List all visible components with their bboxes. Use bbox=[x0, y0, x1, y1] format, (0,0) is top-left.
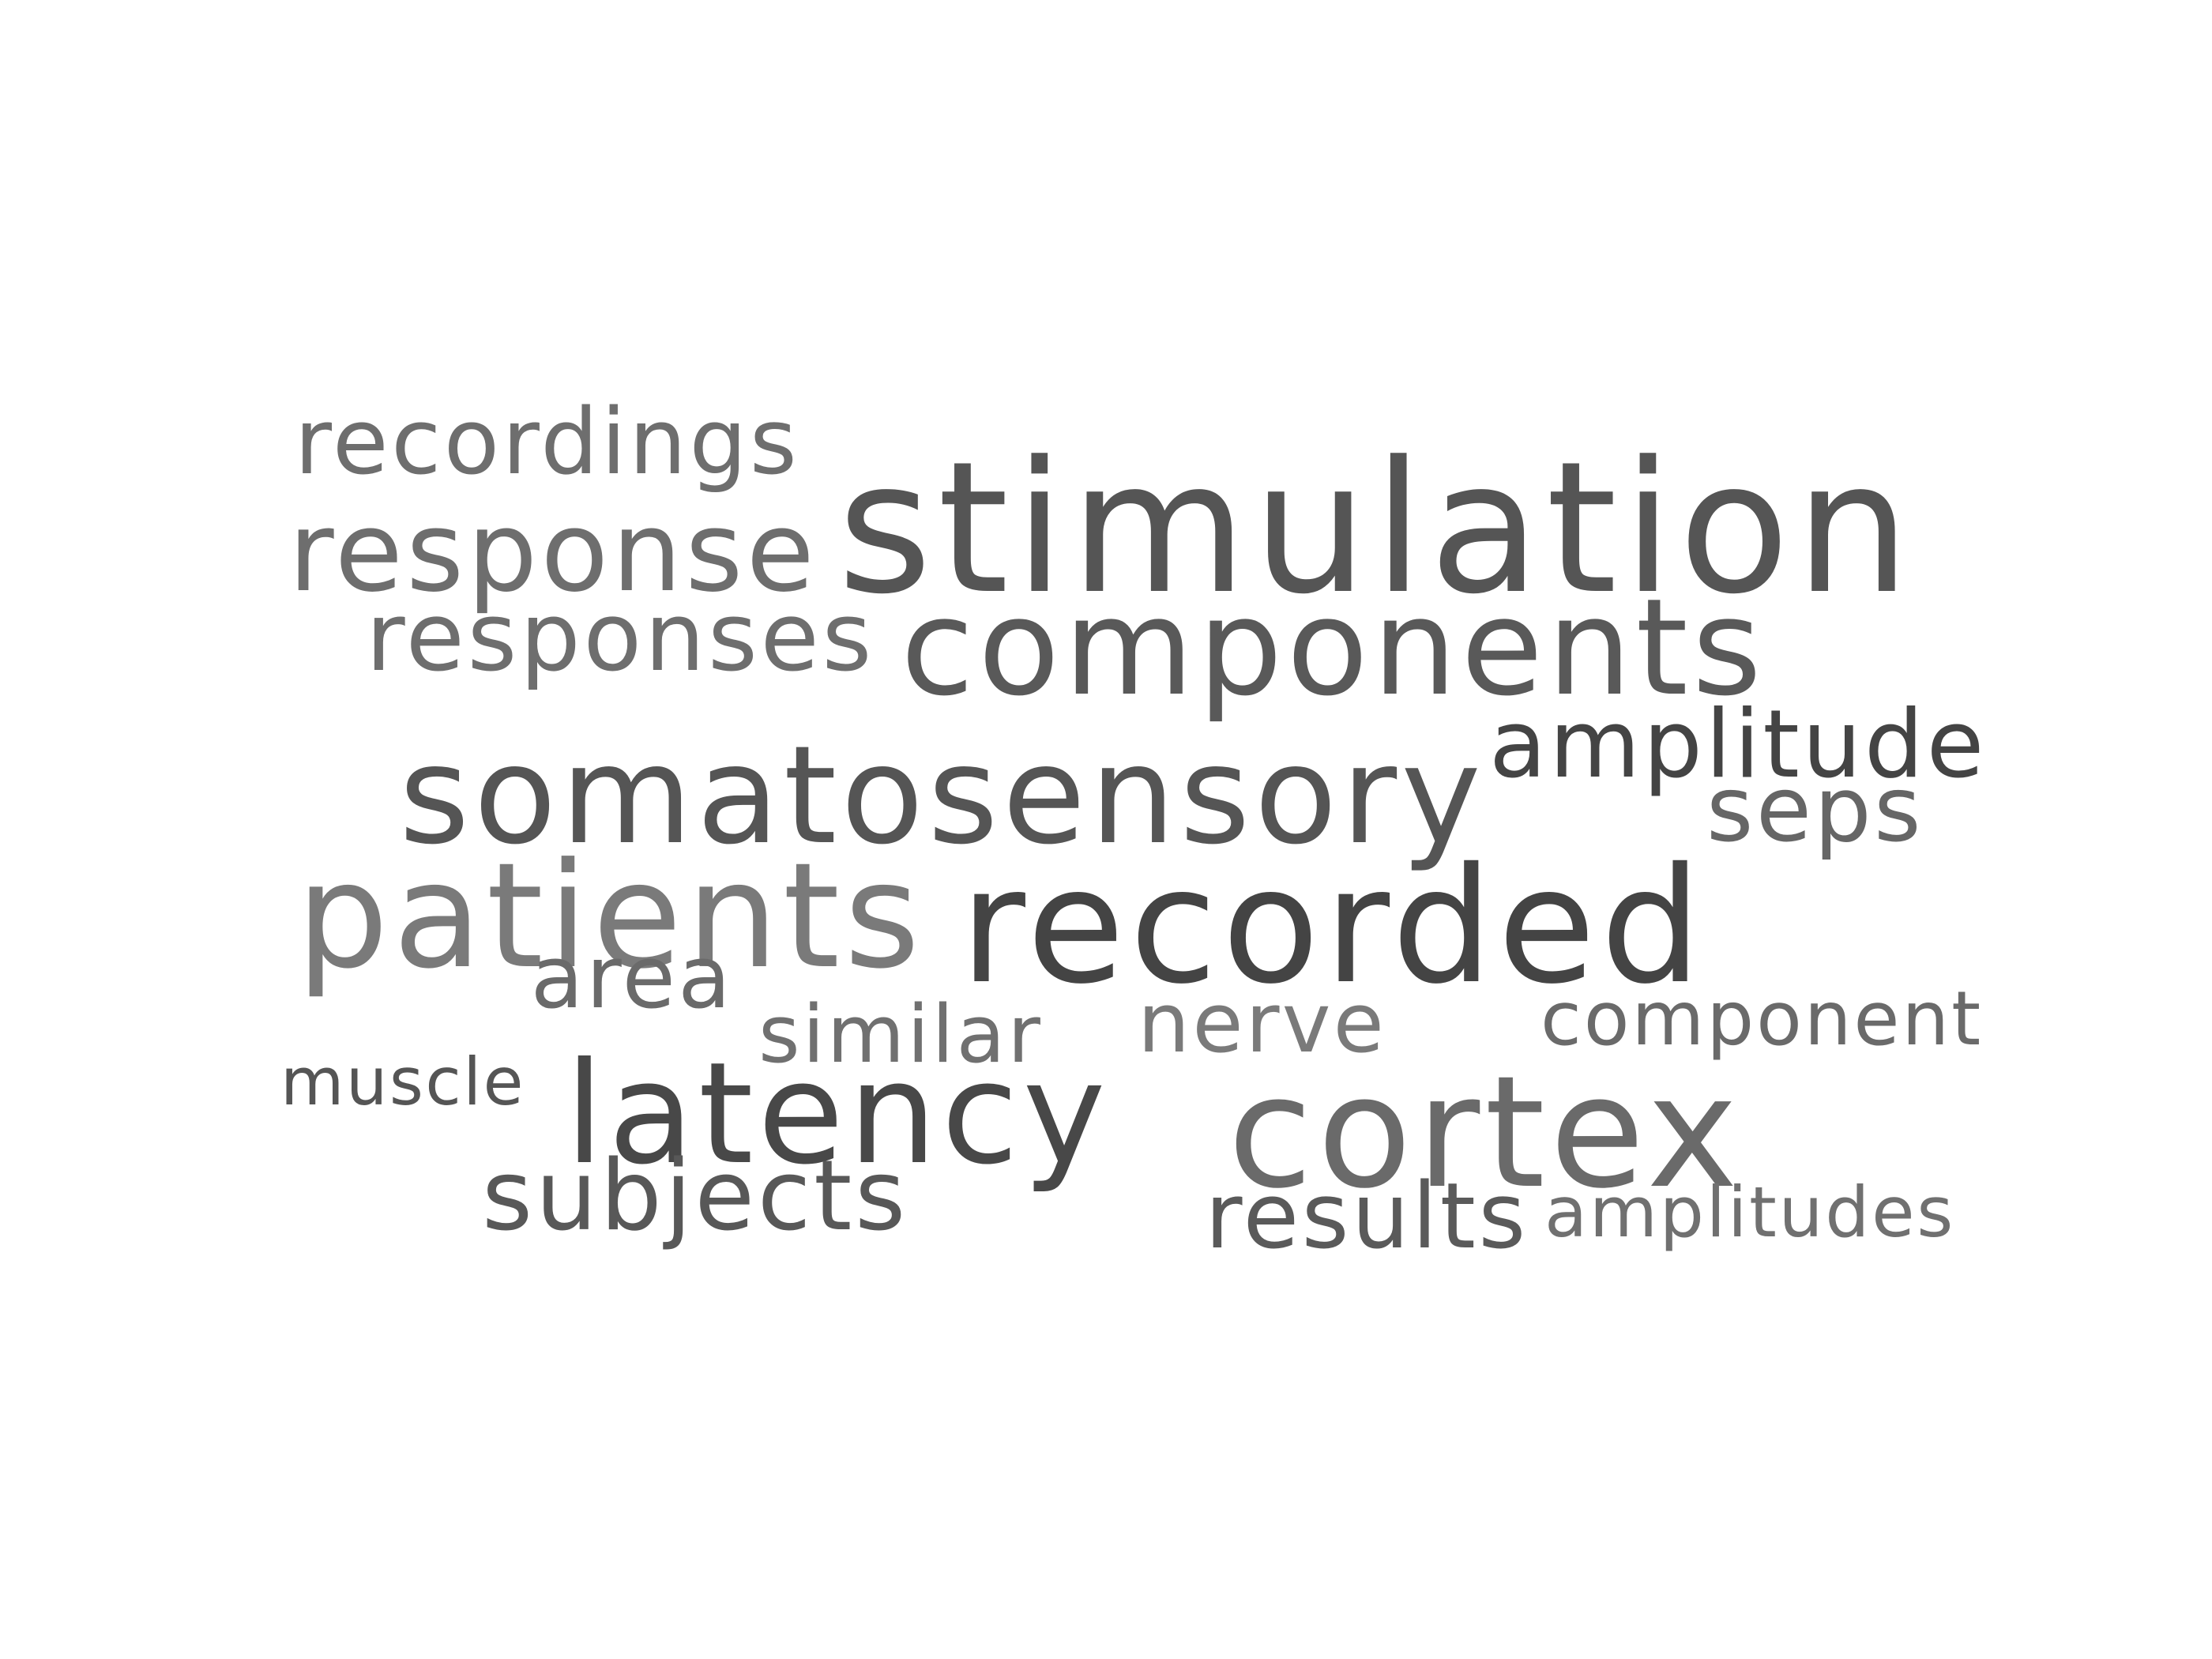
word-responses: responses bbox=[366, 582, 875, 694]
word-cortex: cortex bbox=[1228, 1044, 1743, 1224]
word-similar: similar bbox=[758, 988, 1043, 1082]
word-muscle: muscle bbox=[280, 1044, 525, 1120]
word-subjects: subjects bbox=[482, 1140, 908, 1254]
word-components: components bbox=[901, 570, 1766, 726]
word-component: component bbox=[1540, 975, 1983, 1063]
word-results: results bbox=[1205, 1163, 1529, 1270]
word-response: response bbox=[288, 487, 818, 617]
word-seps: seps bbox=[1706, 756, 1924, 862]
word-stimulation: stimulation bbox=[837, 423, 1917, 634]
word-patients: patients bbox=[296, 831, 924, 1001]
word-recordings: recordings bbox=[294, 389, 800, 495]
word-amplitudes: amplitudes bbox=[1544, 1171, 1955, 1253]
word-amplitude: amplitude bbox=[1489, 690, 1987, 799]
word-nerve: nerve bbox=[1138, 974, 1386, 1071]
word-recorded: recorded bbox=[960, 833, 1706, 1019]
word-somatosensory: somatosensory bbox=[399, 717, 1485, 875]
word-area: area bbox=[530, 927, 734, 1028]
word-latency: latency bbox=[565, 1032, 1110, 1196]
